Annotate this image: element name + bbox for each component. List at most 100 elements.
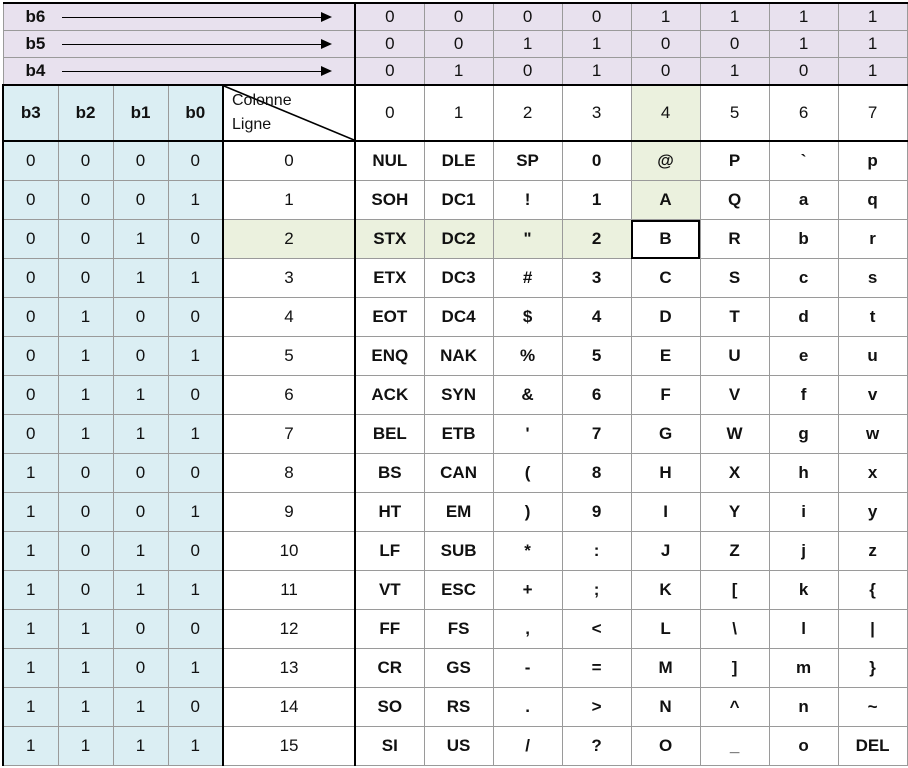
bit-cell: 0	[57, 180, 114, 220]
char-cell: :	[561, 531, 632, 571]
char-cell: R	[699, 219, 770, 259]
char-cell: \	[699, 609, 770, 649]
bit-cell: 1	[57, 726, 114, 766]
bit-cell: 1	[112, 219, 169, 259]
char-cell: ESC	[423, 570, 494, 610]
bit-row-b6: b6 0 0 0 0 1 1 1 1	[2, 2, 908, 31]
char-cell: o	[768, 726, 839, 766]
bit-cell: 1	[57, 336, 114, 376]
char-cell: -	[492, 648, 563, 688]
bit-cell: 1	[2, 609, 59, 649]
char-cell: 3	[561, 258, 632, 298]
line-number: 7	[221, 414, 356, 454]
char-cell: [	[699, 570, 770, 610]
bit-cell: 0	[2, 219, 59, 259]
char-cell: GS	[423, 648, 494, 688]
corner-column-label: Colonne	[232, 92, 292, 109]
char-cell: O	[630, 726, 701, 766]
bit-cell: 1	[167, 570, 224, 610]
bit-column-header: b1	[112, 84, 169, 142]
bit-label-b5: b5	[2, 30, 356, 58]
bit-value: 1	[699, 57, 770, 86]
column-number: 3	[561, 84, 632, 142]
bit-value: 1	[561, 57, 632, 86]
bit-cell: 0	[2, 258, 59, 298]
bit-value: 1	[768, 30, 839, 58]
char-cell: HT	[354, 492, 425, 532]
bit-value: 0	[492, 2, 563, 31]
table-row: 1 1 1 1 15 SI US /? O _ o DEL	[2, 726, 908, 766]
char-cell: r	[837, 219, 908, 259]
char-cell: ACK	[354, 375, 425, 415]
char-cell: Y	[699, 492, 770, 532]
column-number: 4	[630, 84, 701, 142]
char-cell: 5	[561, 336, 632, 376]
bit-cell: 0	[57, 140, 114, 181]
char-cell: D	[630, 297, 701, 337]
bit-cell: 1	[57, 414, 114, 454]
bit-cell: 1	[112, 258, 169, 298]
char-cell: Z	[699, 531, 770, 571]
char-cell: SI	[354, 726, 425, 766]
char-cell: G	[630, 414, 701, 454]
char-cell: N	[630, 687, 701, 727]
bit-cell: 0	[167, 297, 224, 337]
bit-cell: 0	[167, 219, 224, 259]
char-cell: +	[492, 570, 563, 610]
bit-cell: 0	[2, 140, 59, 181]
char-cell: FF	[354, 609, 425, 649]
selected-char-cell: B	[630, 219, 701, 259]
char-cell: )	[492, 492, 563, 532]
bit-cell: 0	[167, 453, 224, 493]
arrow-right-icon	[61, 66, 332, 76]
column-number: 5	[699, 84, 770, 142]
char-cell: ;	[561, 570, 632, 610]
line-number: 3	[221, 258, 356, 298]
char-cell: x	[837, 453, 908, 493]
bit-cell: 1	[112, 687, 169, 727]
bit-label-text: b6	[25, 7, 46, 26]
char-cell: &	[492, 375, 563, 415]
char-cell: 2	[561, 219, 632, 259]
char-cell: e	[768, 336, 839, 376]
bit-cell: 0	[112, 453, 169, 493]
char-cell: V	[699, 375, 770, 415]
corner-header: Colonne Ligne	[221, 84, 356, 142]
corner-line-label: Ligne	[232, 116, 272, 133]
char-cell: 6	[561, 375, 632, 415]
char-cell: NUL	[354, 140, 425, 181]
char-cell: W	[699, 414, 770, 454]
bit-cell: 1	[112, 375, 169, 415]
char-cell: DC1	[423, 180, 494, 220]
bit-cell: 1	[2, 648, 59, 688]
bit-label-b4: b4	[2, 57, 356, 86]
bit-cell: 1	[167, 726, 224, 766]
bit-cell: 0	[57, 453, 114, 493]
char-cell: SP	[492, 140, 563, 181]
char-cell: *	[492, 531, 563, 571]
bit-row-b4: b4 0 1 0 1 0 1 0 1	[2, 57, 908, 86]
char-cell: c	[768, 258, 839, 298]
line-number: 15	[221, 726, 356, 766]
char-cell: ?	[561, 726, 632, 766]
line-number: 6	[221, 375, 356, 415]
char-cell: 1	[561, 180, 632, 220]
char-cell: SOH	[354, 180, 425, 220]
char-cell: LF	[354, 531, 425, 571]
char-cell: C	[630, 258, 701, 298]
char-cell: SYN	[423, 375, 494, 415]
char-cell: VT	[354, 570, 425, 610]
char-cell: DC3	[423, 258, 494, 298]
char-cell: STX	[354, 219, 425, 259]
char-cell: K	[630, 570, 701, 610]
char-cell: !	[492, 180, 563, 220]
bit-value: 0	[630, 57, 701, 86]
bit-cell: 0	[57, 531, 114, 571]
line-number: 10	[221, 531, 356, 571]
char-cell: f	[768, 375, 839, 415]
char-cell: @	[630, 140, 701, 181]
char-cell: (	[492, 453, 563, 493]
column-number: 0	[354, 84, 425, 142]
